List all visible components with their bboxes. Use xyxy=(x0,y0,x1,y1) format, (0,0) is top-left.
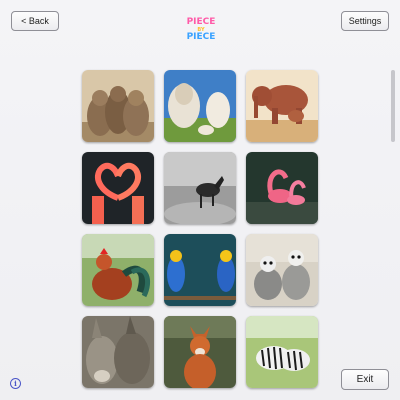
parrots-photo xyxy=(164,234,236,306)
logo-line-2: BY xyxy=(197,27,205,33)
settings-button[interactable]: Settings xyxy=(341,11,389,31)
puzzle-tile-flamingo-heart[interactable] xyxy=(82,152,154,224)
scrollbar-thumb[interactable] xyxy=(391,70,395,142)
cows-photo xyxy=(164,70,236,142)
puzzle-tile-lemurs[interactable] xyxy=(246,234,318,306)
puzzle-tile-elephants[interactable] xyxy=(246,70,318,142)
donkeys-photo xyxy=(82,316,154,388)
elephants-photo xyxy=(246,70,318,142)
puzzle-tile-monkeys[interactable] xyxy=(82,70,154,142)
puzzle-tile-horse[interactable] xyxy=(164,152,236,224)
puzzle-tile-parrots[interactable] xyxy=(164,234,236,306)
piece-by-piece-logo: PIECE BY PIECE xyxy=(184,18,218,48)
fox-photo xyxy=(164,316,236,388)
puzzle-tile-zebras[interactable] xyxy=(246,316,318,388)
flamingos-photo xyxy=(246,152,318,224)
rooster-photo xyxy=(82,234,154,306)
back-button[interactable]: < Back xyxy=(11,11,59,31)
logo-line-1: PIECE xyxy=(186,17,216,27)
puzzle-tile-flamingos[interactable] xyxy=(246,152,318,224)
puzzle-tile-cows[interactable] xyxy=(164,70,236,142)
puzzle-tile-rooster[interactable] xyxy=(82,234,154,306)
exit-button[interactable]: Exit xyxy=(341,369,389,390)
puzzle-grid xyxy=(82,70,318,400)
monkeys-photo xyxy=(82,70,154,142)
logo-line-3: PIECE xyxy=(186,32,216,42)
lemurs-photo xyxy=(246,234,318,306)
horse-photo xyxy=(164,152,236,224)
info-icon[interactable]: i xyxy=(10,378,21,389)
puzzle-tile-fox[interactable] xyxy=(164,316,236,388)
zebras-photo xyxy=(246,316,318,388)
flamingo-heart-photo xyxy=(82,152,154,224)
puzzle-tile-donkeys[interactable] xyxy=(82,316,154,388)
